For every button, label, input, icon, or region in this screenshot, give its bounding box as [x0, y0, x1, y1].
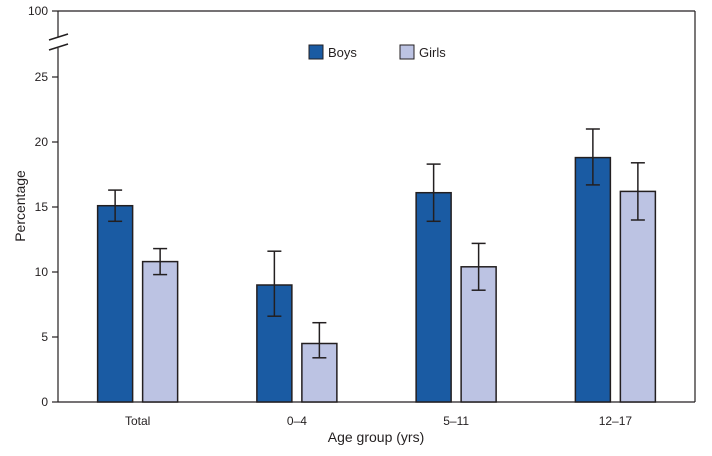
y-tick-label: 25 — [35, 70, 49, 84]
x-axis-title: Age group (yrs) — [328, 429, 424, 445]
y-ticks: 0 5 10 15 20 25 — [35, 70, 58, 409]
y-axis-title: Percentage — [12, 170, 28, 242]
bar-boys — [415, 191, 452, 403]
bar-boys — [574, 156, 612, 403]
error-bars — [108, 128, 645, 359]
x-tick-label: Total — [125, 414, 150, 428]
legend-swatch-boys — [308, 44, 324, 60]
bar-boys — [96, 204, 134, 403]
y-tick-label-100: 100 — [28, 4, 48, 18]
bars — [96, 156, 657, 403]
axis-break-mark-1 — [48, 33, 69, 41]
x-ticks: Total 0–4 5–11 12–17 — [125, 414, 632, 428]
x-tick-label: 12–17 — [599, 414, 633, 428]
legend-label-girls: Girls — [419, 45, 446, 60]
bar-girls — [141, 260, 179, 403]
axis-break-gap — [48, 37, 70, 48]
axis-break-mark-2 — [48, 43, 69, 51]
bar-girls — [619, 190, 657, 403]
x-tick-label: 5–11 — [443, 414, 469, 428]
legend: Boys Girls — [308, 44, 446, 60]
bar-girls — [301, 342, 338, 403]
y-tick-label: 15 — [35, 200, 49, 214]
y-tick-label: 0 — [41, 395, 48, 409]
y-tick-label: 10 — [35, 265, 49, 279]
legend-swatch-girls — [399, 44, 415, 60]
legend-label-boys: Boys — [328, 45, 357, 60]
y-tick-label: 20 — [35, 135, 49, 149]
y-tick-label: 5 — [41, 330, 48, 344]
x-tick-label: 0–4 — [287, 414, 307, 428]
